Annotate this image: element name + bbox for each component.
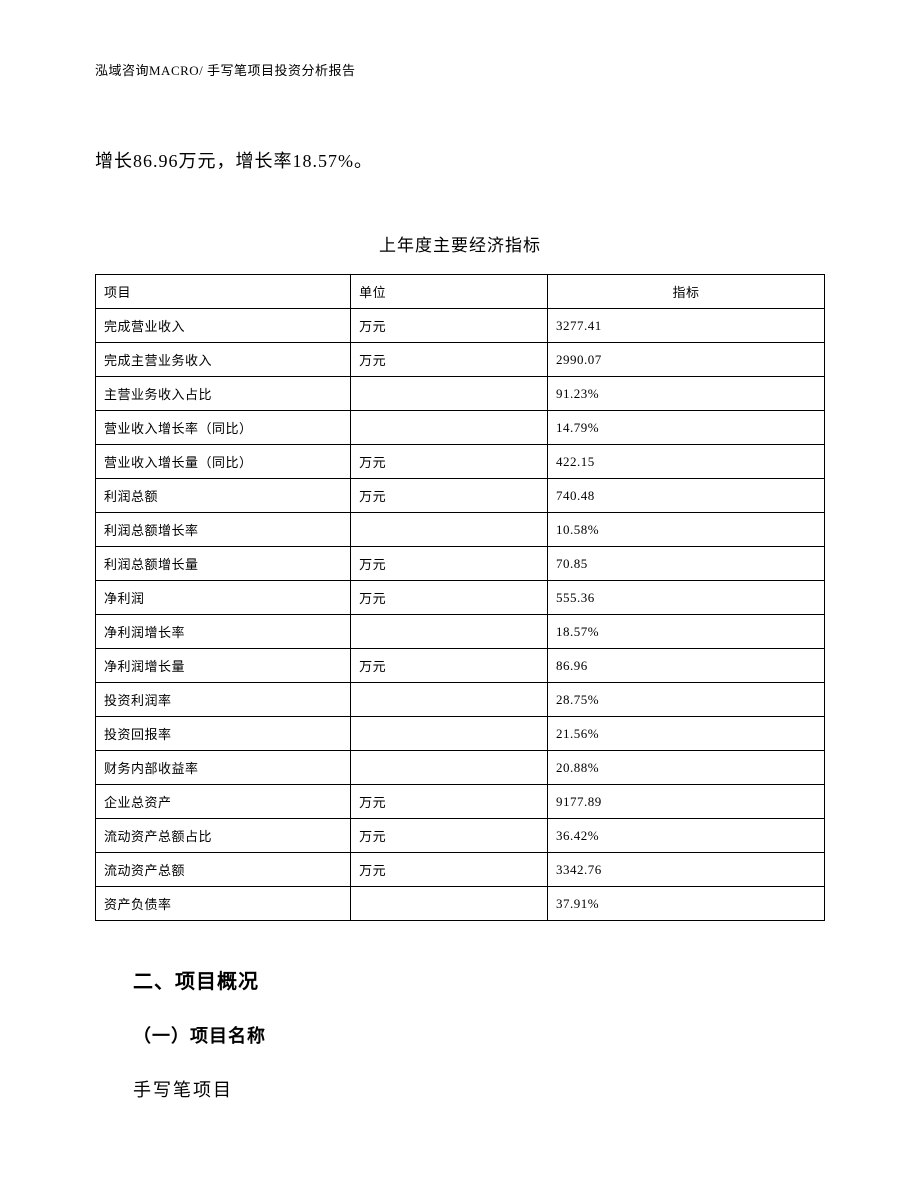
cell-item: 利润总额增长量 <box>96 547 351 581</box>
cell-value: 740.48 <box>547 479 824 513</box>
table-header-row: 项目 单位 指标 <box>96 275 825 309</box>
table-row: 净利润 万元 555.36 <box>96 581 825 615</box>
cell-unit: 万元 <box>351 785 548 819</box>
cell-unit <box>351 615 548 649</box>
table-row: 企业总资产 万元 9177.89 <box>96 785 825 819</box>
cell-value: 36.42% <box>547 819 824 853</box>
table-row: 净利润增长量 万元 86.96 <box>96 649 825 683</box>
cell-value: 28.75% <box>547 683 824 717</box>
table-row: 流动资产总额 万元 3342.76 <box>96 853 825 887</box>
cell-unit: 万元 <box>351 853 548 887</box>
intro-paragraph: 增长86.96万元，增长率18.57%。 <box>95 147 825 173</box>
economic-indicators-table: 项目 单位 指标 完成营业收入 万元 3277.41 完成主营业务收入 万元 2… <box>95 274 825 921</box>
cell-value: 3277.41 <box>547 309 824 343</box>
cell-unit <box>351 683 548 717</box>
cell-value: 14.79% <box>547 411 824 445</box>
cell-item: 投资利润率 <box>96 683 351 717</box>
cell-unit: 万元 <box>351 819 548 853</box>
cell-item: 企业总资产 <box>96 785 351 819</box>
cell-value: 3342.76 <box>547 853 824 887</box>
cell-item: 净利润 <box>96 581 351 615</box>
cell-item: 营业收入增长率（同比） <box>96 411 351 445</box>
cell-item: 营业收入增长量（同比） <box>96 445 351 479</box>
cell-value: 21.56% <box>547 717 824 751</box>
cell-item: 财务内部收益率 <box>96 751 351 785</box>
cell-unit: 万元 <box>351 309 548 343</box>
cell-unit: 万元 <box>351 445 548 479</box>
table-body: 完成营业收入 万元 3277.41 完成主营业务收入 万元 2990.07 主营… <box>96 309 825 921</box>
cell-unit: 万元 <box>351 547 548 581</box>
cell-item: 完成营业收入 <box>96 309 351 343</box>
cell-value: 37.91% <box>547 887 824 921</box>
cell-unit: 万元 <box>351 649 548 683</box>
cell-item: 净利润增长率 <box>96 615 351 649</box>
cell-value: 86.96 <box>547 649 824 683</box>
cell-value: 91.23% <box>547 377 824 411</box>
page-header: 泓域咨询MACRO/ 手写笔项目投资分析报告 <box>95 60 825 79</box>
cell-item: 净利润增长量 <box>96 649 351 683</box>
table-row: 财务内部收益率 20.88% <box>96 751 825 785</box>
cell-value: 70.85 <box>547 547 824 581</box>
table-row: 投资利润率 28.75% <box>96 683 825 717</box>
cell-item: 流动资产总额占比 <box>96 819 351 853</box>
table-row: 完成主营业务收入 万元 2990.07 <box>96 343 825 377</box>
cell-unit: 万元 <box>351 479 548 513</box>
table-row: 净利润增长率 18.57% <box>96 615 825 649</box>
cell-unit <box>351 751 548 785</box>
subsection-heading-2-1: （一）项目名称 <box>133 1022 825 1048</box>
cell-value: 9177.89 <box>547 785 824 819</box>
table-row: 投资回报率 21.56% <box>96 717 825 751</box>
table-row: 流动资产总额占比 万元 36.42% <box>96 819 825 853</box>
col-header-item: 项目 <box>96 275 351 309</box>
cell-item: 主营业务收入占比 <box>96 377 351 411</box>
cell-unit <box>351 717 548 751</box>
project-name-text: 手写笔项目 <box>133 1076 825 1102</box>
table-row: 营业收入增长率（同比） 14.79% <box>96 411 825 445</box>
cell-value: 20.88% <box>547 751 824 785</box>
col-header-value: 指标 <box>547 275 824 309</box>
table-title: 上年度主要经济指标 <box>95 231 825 256</box>
cell-unit <box>351 513 548 547</box>
cell-value: 10.58% <box>547 513 824 547</box>
cell-unit: 万元 <box>351 343 548 377</box>
page-container: 泓域咨询MACRO/ 手写笔项目投资分析报告 增长86.96万元，增长率18.5… <box>0 0 920 1162</box>
cell-unit <box>351 411 548 445</box>
cell-item: 完成主营业务收入 <box>96 343 351 377</box>
table-row: 完成营业收入 万元 3277.41 <box>96 309 825 343</box>
cell-value: 555.36 <box>547 581 824 615</box>
table-row: 利润总额增长量 万元 70.85 <box>96 547 825 581</box>
table-row: 利润总额 万元 740.48 <box>96 479 825 513</box>
cell-unit <box>351 887 548 921</box>
cell-unit <box>351 377 548 411</box>
table-row: 利润总额增长率 10.58% <box>96 513 825 547</box>
cell-value: 2990.07 <box>547 343 824 377</box>
section-heading-2: 二、项目概况 <box>133 965 825 994</box>
table-row: 主营业务收入占比 91.23% <box>96 377 825 411</box>
cell-value: 18.57% <box>547 615 824 649</box>
cell-item: 利润总额 <box>96 479 351 513</box>
col-header-unit: 单位 <box>351 275 548 309</box>
cell-item: 流动资产总额 <box>96 853 351 887</box>
cell-item: 资产负债率 <box>96 887 351 921</box>
table-row: 资产负债率 37.91% <box>96 887 825 921</box>
cell-value: 422.15 <box>547 445 824 479</box>
cell-unit: 万元 <box>351 581 548 615</box>
table-row: 营业收入增长量（同比） 万元 422.15 <box>96 445 825 479</box>
cell-item: 利润总额增长率 <box>96 513 351 547</box>
cell-item: 投资回报率 <box>96 717 351 751</box>
